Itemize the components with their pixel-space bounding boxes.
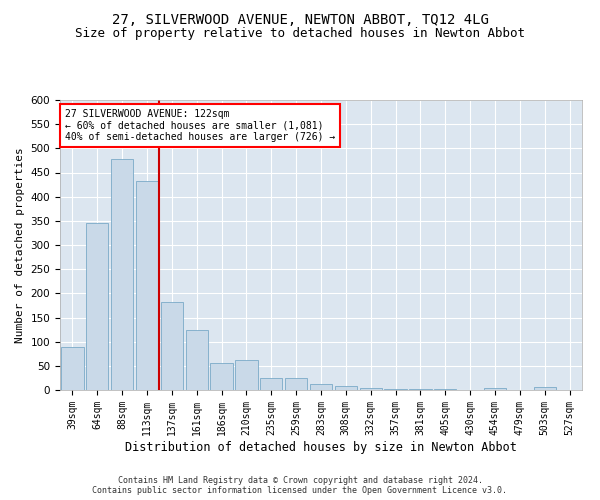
Bar: [385, 388, 407, 390]
Bar: [285, 378, 307, 390]
Text: 27, SILVERWOOD AVENUE, NEWTON ABBOT, TQ12 4LG: 27, SILVERWOOD AVENUE, NEWTON ABBOT, TQ1…: [112, 12, 488, 26]
Text: Size of property relative to detached houses in Newton Abbot: Size of property relative to detached ho…: [75, 28, 525, 40]
Bar: [310, 384, 332, 390]
Bar: [359, 388, 382, 390]
Text: 27 SILVERWOOD AVENUE: 122sqm
← 60% of detached houses are smaller (1,081)
40% of: 27 SILVERWOOD AVENUE: 122sqm ← 60% of de…: [65, 108, 335, 142]
Bar: [185, 330, 208, 390]
Bar: [235, 360, 257, 390]
Bar: [161, 302, 183, 390]
Text: Contains HM Land Registry data © Crown copyright and database right 2024.
Contai: Contains HM Land Registry data © Crown c…: [92, 476, 508, 495]
Bar: [61, 348, 83, 390]
Bar: [260, 378, 283, 390]
Bar: [111, 160, 133, 390]
Bar: [136, 181, 158, 390]
Bar: [211, 363, 233, 390]
Bar: [533, 387, 556, 390]
Bar: [434, 389, 457, 390]
Bar: [484, 388, 506, 390]
Bar: [409, 388, 431, 390]
Bar: [335, 386, 357, 390]
Y-axis label: Number of detached properties: Number of detached properties: [15, 147, 25, 343]
Bar: [86, 223, 109, 390]
X-axis label: Distribution of detached houses by size in Newton Abbot: Distribution of detached houses by size …: [125, 440, 517, 454]
